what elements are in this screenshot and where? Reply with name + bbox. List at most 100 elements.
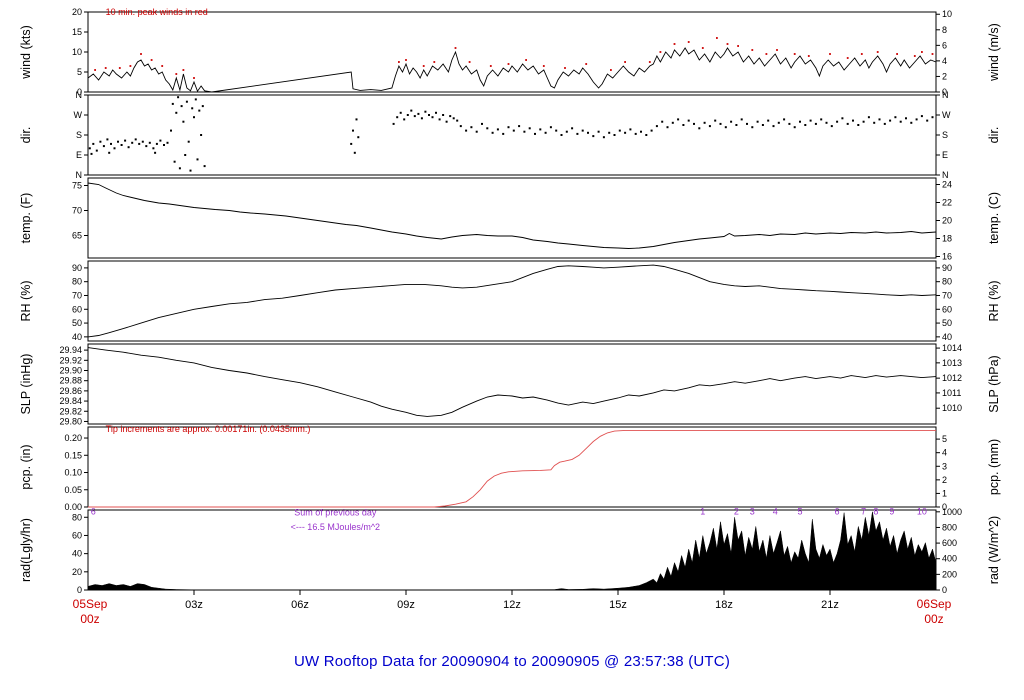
tick-label-right: 0 xyxy=(942,502,947,512)
tick-label-left: 0 xyxy=(77,87,82,97)
panel-frame xyxy=(87,260,937,342)
tick-label-left: 5 xyxy=(77,67,82,77)
tick-label-right: S xyxy=(942,130,948,140)
annotation: 9 xyxy=(889,507,894,517)
tick-label-left: 20 xyxy=(72,7,82,17)
tick-label-left: 40 xyxy=(72,549,82,559)
series-relative-humidity xyxy=(87,264,937,338)
tick-label-left: 70 xyxy=(72,206,82,216)
annotation: 5 xyxy=(797,507,802,517)
annotation: 6 xyxy=(835,507,840,517)
tick-label-left: 29.94 xyxy=(59,345,82,355)
x-tick-label: 15z xyxy=(609,599,627,611)
annotation: <--- 16.5 MJoules/m^2 xyxy=(291,522,381,532)
axis-label-left-rad: rad(Lgly/hr) xyxy=(19,518,33,582)
annotation: 10 min. peak winds in red xyxy=(106,7,208,17)
tick-label-right: 90 xyxy=(942,263,952,273)
x-tick-label: 03z xyxy=(185,599,203,611)
tick-label-right: 0 xyxy=(942,87,947,97)
axis-label-right-temp: temp. (C) xyxy=(987,192,1001,244)
tick-label-left: 15 xyxy=(72,27,82,37)
x-tick-label: 09z xyxy=(397,599,415,611)
tick-label-left: 20 xyxy=(72,567,82,577)
tick-label-right: 16 xyxy=(942,252,952,262)
panel-wind: 0 5 10 15 20 0 2 4 6 8 10 wind (kts) wind (m/s) 10 mi… xyxy=(19,7,1001,97)
annotation: 7 xyxy=(861,507,866,517)
tick-label-right: 1000 xyxy=(942,507,962,517)
tick-label-right: 3 xyxy=(942,461,947,471)
tick-label-right: 4 xyxy=(942,448,947,458)
tick-label-left: 0 xyxy=(77,585,82,595)
x-tick-label: 18z xyxy=(715,599,733,611)
panel-frame xyxy=(87,94,937,176)
tick-label-left: 10 xyxy=(72,47,82,57)
tick-label-right: 50 xyxy=(942,318,952,328)
tick-label-left: 75 xyxy=(72,181,82,191)
tick-label-left: 29.84 xyxy=(59,396,82,406)
x-start-hour: 00z xyxy=(80,612,99,626)
panel-frame xyxy=(87,426,937,508)
series-wind-direction xyxy=(88,96,934,172)
tick-label-right: N xyxy=(942,90,949,100)
chart-title: UW Rooftop Data for 20090904 to 20090905… xyxy=(293,653,731,670)
annotation: 10 xyxy=(917,507,927,517)
axis-label-right-slp: SLP (hPa) xyxy=(987,355,1001,412)
panel-pcp: 0.00 0.05 0.10 0.15 0.20 0 1 2 3 4 5 pcp. (in) pcp. … xyxy=(19,424,1001,512)
axis-label-left-wind: wind (kts) xyxy=(19,25,33,79)
tick-label-right: 1011 xyxy=(942,388,961,398)
tick-label-left: 0.20 xyxy=(64,433,82,443)
tick-label-right: 800 xyxy=(942,522,957,532)
annotation: 8 xyxy=(873,507,878,517)
tick-label-right: 20 xyxy=(942,216,952,226)
axis-label-right-rad: rad (W/m^2) xyxy=(987,516,1001,584)
tick-label-right: 1010 xyxy=(942,403,962,413)
tick-label-right: 4 xyxy=(942,56,947,66)
tick-label-right: E xyxy=(942,150,948,160)
tick-label-left: 29.86 xyxy=(59,386,82,396)
tick-label-right: N xyxy=(942,170,949,180)
tick-label-right: 200 xyxy=(942,569,957,579)
tick-label-right: 80 xyxy=(942,277,952,287)
tick-label-left: 50 xyxy=(72,318,82,328)
tick-label-right: 5 xyxy=(942,434,947,444)
series-temperature-f xyxy=(87,182,937,249)
tick-label-left: 29.90 xyxy=(59,365,82,375)
axis-label-right-wind: wind (m/s) xyxy=(987,23,1001,82)
tick-label-right: 400 xyxy=(942,554,957,564)
tick-label-right: 1012 xyxy=(942,373,962,383)
series-peak-wind xyxy=(94,37,934,79)
tick-label-left: 80 xyxy=(72,512,82,522)
series-precipitation xyxy=(88,429,936,508)
x-tick-label: 12z xyxy=(503,599,521,611)
tick-label-left: 29.92 xyxy=(59,355,82,365)
panel-frame xyxy=(87,11,937,93)
tick-label-left: S xyxy=(76,130,82,140)
series-solar-radiation xyxy=(87,511,937,591)
tick-label-right: 600 xyxy=(942,538,957,548)
tick-label-left: 29.80 xyxy=(59,416,82,426)
tick-label-left: E xyxy=(76,150,82,160)
tick-label-right: 6 xyxy=(942,40,947,50)
tick-label-left: 80 xyxy=(72,277,82,287)
tick-label-right: 2 xyxy=(942,71,947,81)
tick-label-left: 0.15 xyxy=(64,450,82,460)
annotation: Sum of previous day xyxy=(294,507,377,517)
panel-temp: 65 70 75 16 18 20 22 24 temp. (F) temp. (C) xyxy=(19,177,1001,262)
tick-label-right: 2 xyxy=(942,475,947,485)
annotation: 1 xyxy=(700,507,705,517)
tick-label-right: 0 xyxy=(942,585,947,595)
x-tick-label: 06z xyxy=(291,599,309,611)
tick-label-left: N xyxy=(76,170,83,180)
x-end-hour: 00z xyxy=(924,612,943,626)
tick-label-left: 90 xyxy=(72,263,82,273)
tick-label-right: 24 xyxy=(942,180,952,190)
axis-label-right-dir: dir. xyxy=(987,127,1001,144)
tick-label-left: 29.82 xyxy=(59,406,82,416)
annotation: 4 xyxy=(773,507,778,517)
x-start-date: 05Sep xyxy=(73,597,108,611)
